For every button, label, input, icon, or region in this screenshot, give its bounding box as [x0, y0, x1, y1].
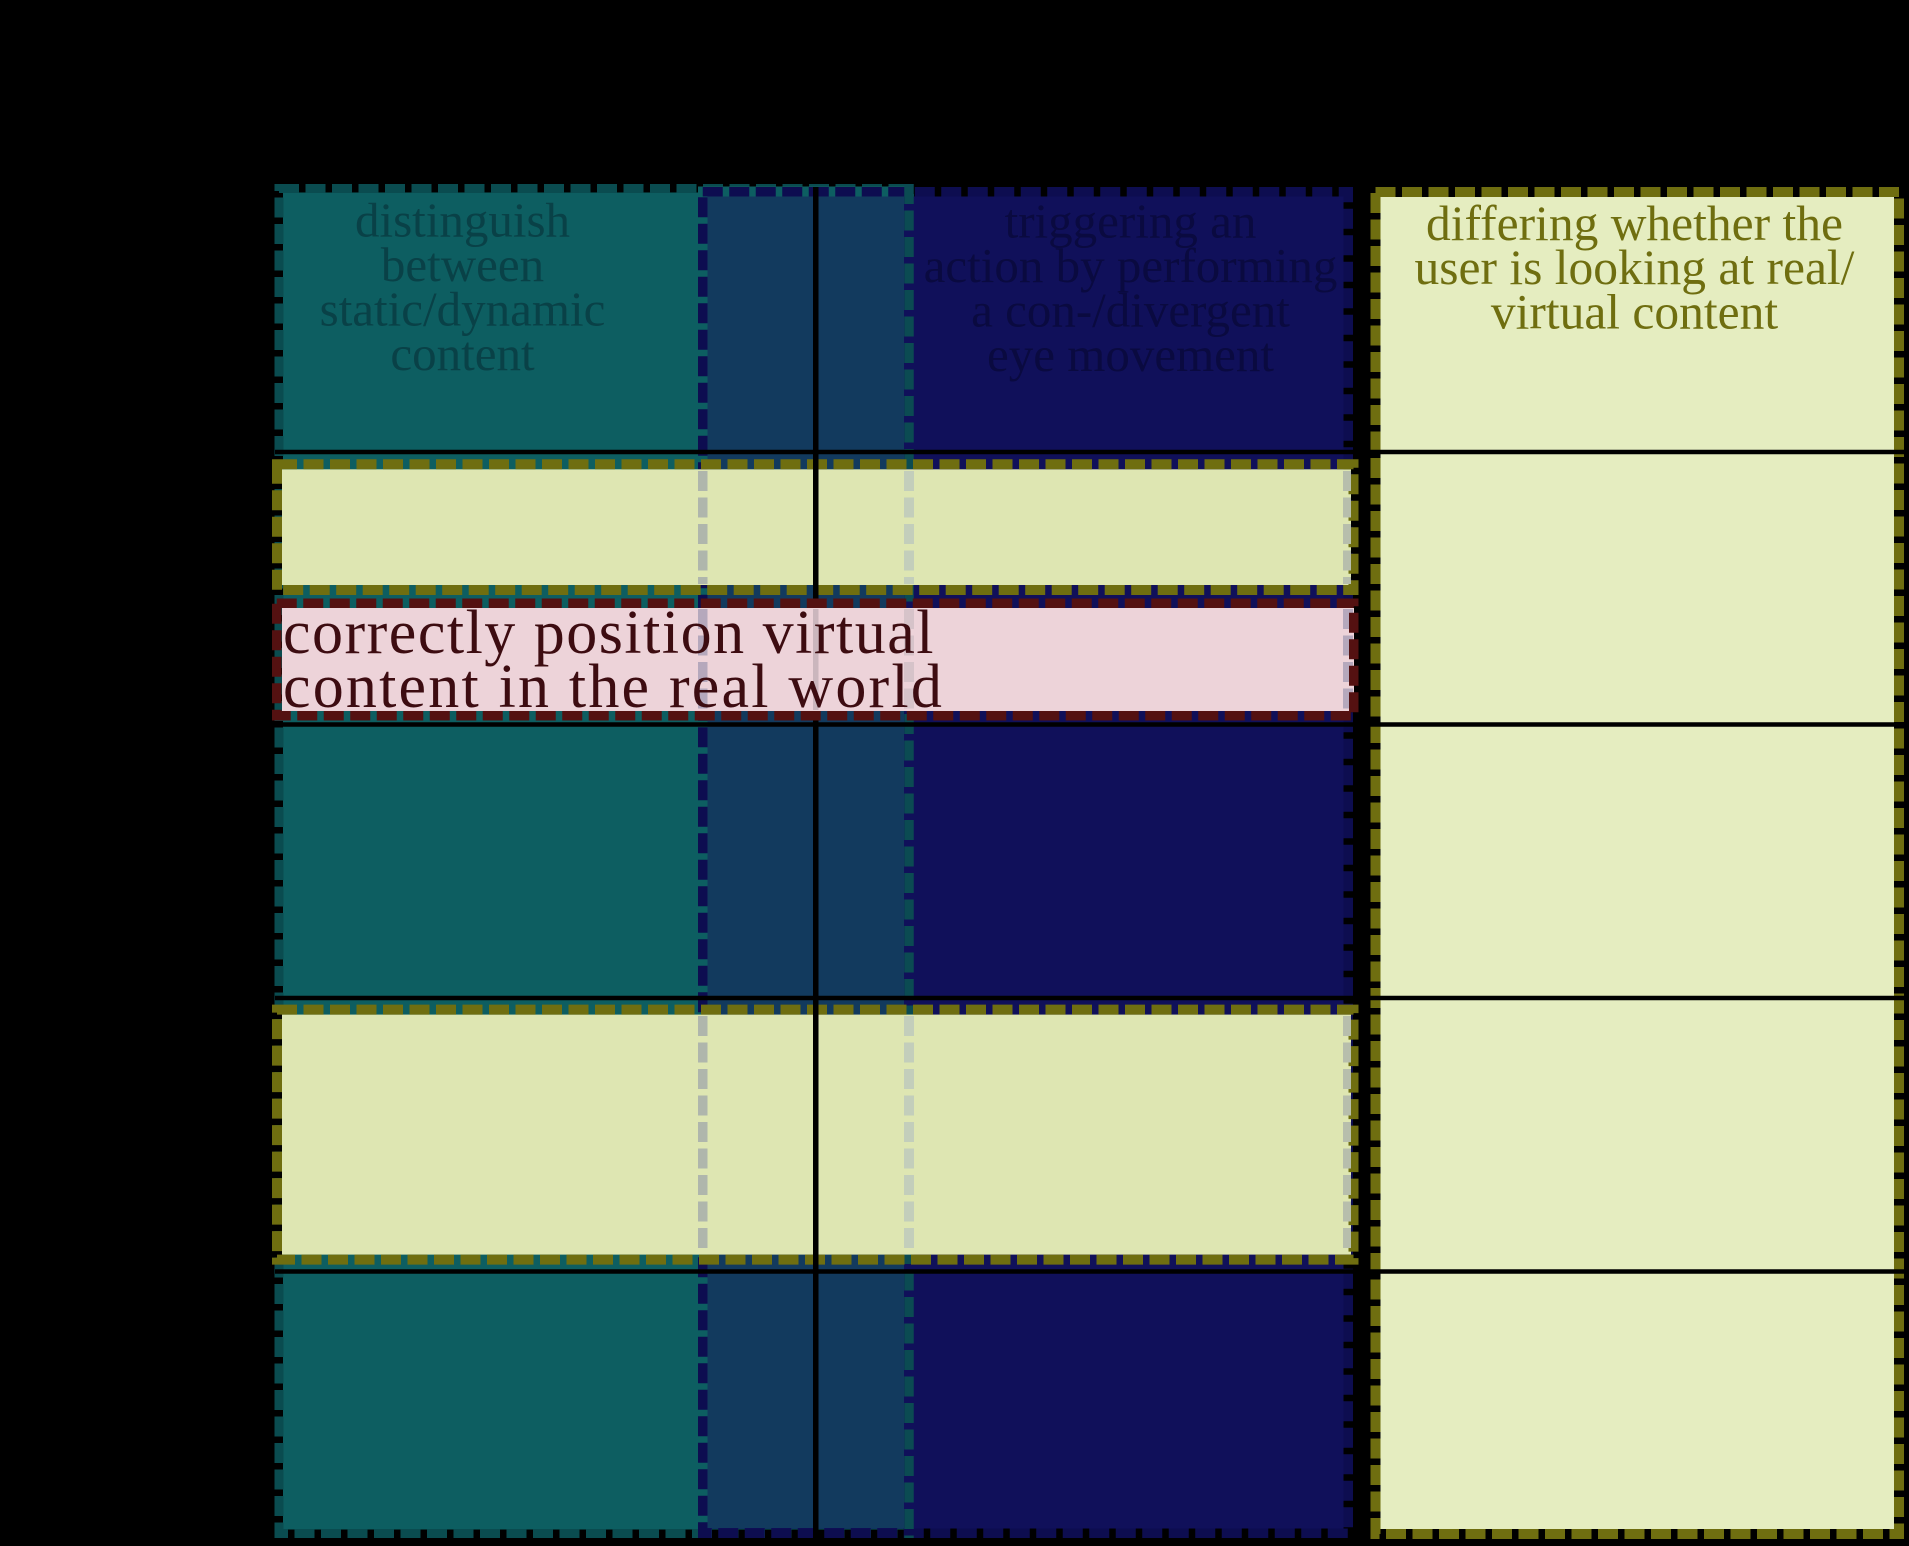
svg-text:triggering an: triggering an	[1005, 194, 1257, 249]
svg-text:content: content	[390, 326, 535, 381]
svg-text:distinguish: distinguish	[355, 193, 570, 248]
svg-text:between: between	[381, 237, 544, 292]
svg-text:content in the real world: content in the real world	[283, 653, 944, 721]
svg-text:virtual content: virtual content	[1491, 285, 1779, 340]
svg-text:differing whether the: differing whether the	[1426, 196, 1843, 251]
svg-text:static/dynamic: static/dynamic	[320, 282, 606, 337]
svg-text:user is looking at real/: user is looking at real/	[1415, 240, 1855, 295]
svg-text:action by performing: action by performing	[924, 238, 1338, 293]
svg-text:a con-/divergent: a con-/divergent	[971, 283, 1290, 338]
svg-text:eye movement: eye movement	[987, 327, 1274, 382]
svg-text:correctly position virtual: correctly position virtual	[283, 599, 935, 667]
